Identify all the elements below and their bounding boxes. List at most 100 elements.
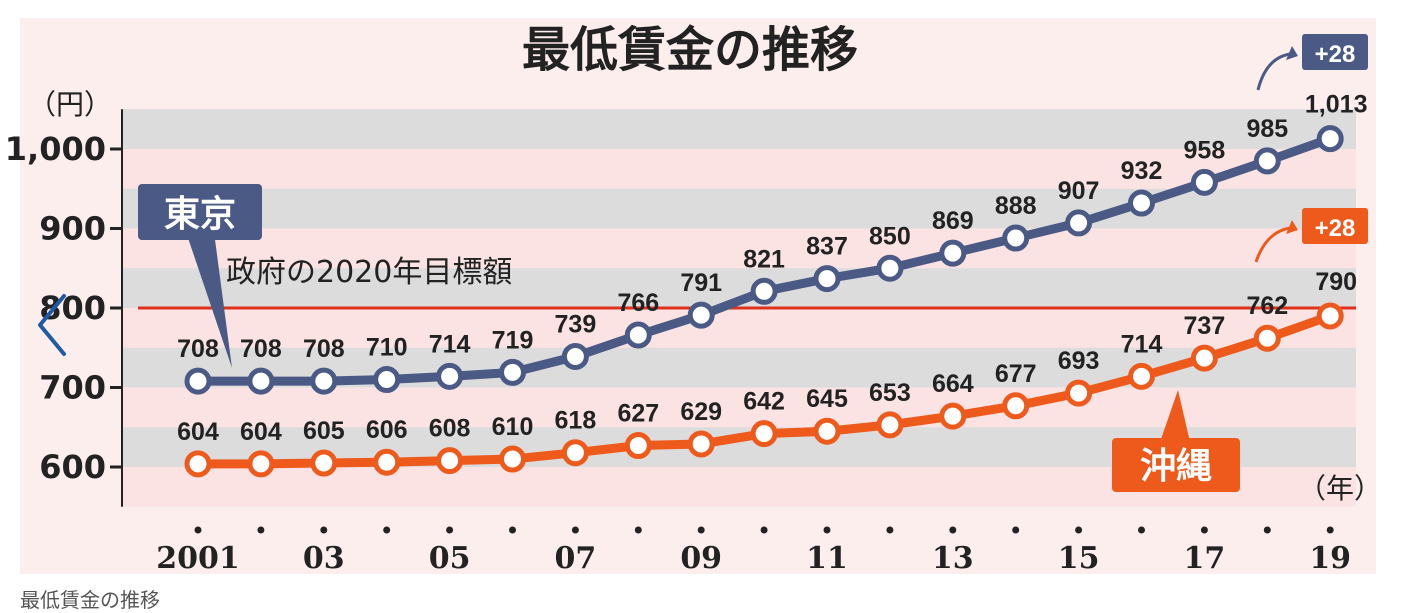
series-point [876,254,904,282]
x-tick-label: 19 [1309,541,1351,576]
data-label: 737 [1184,312,1226,340]
series-point [561,342,589,370]
series-point [184,367,212,395]
data-label: 604 [240,418,282,446]
series-point [1128,362,1155,390]
x-tick-label: 13 [932,541,974,576]
x-tick-dot [1012,526,1020,534]
x-tick-dot [509,526,516,534]
data-label: 604 [177,418,219,446]
data-label: 958 [1184,136,1226,164]
tokyo-series-tag: 東京 [138,184,262,368]
series-point [373,366,401,394]
series-point [247,450,275,478]
data-label: 627 [617,400,659,428]
data-label: 985 [1246,115,1288,143]
data-label: 888 [995,192,1037,220]
series-point [436,362,464,390]
okinawa-increase-label: +28 [1315,215,1356,242]
chart-title: 最低賃金の推移 [522,22,858,78]
data-label: 907 [1058,177,1100,205]
minimum-wage-chart: 708 708 708 710 714 719 739 766 791 821 837 850 869 8… [5,22,1382,576]
y-tick-label: 700 [39,369,106,407]
series-point [499,358,526,386]
series-point [876,411,904,439]
okinawa-series-tag: 沖縄 [1112,390,1240,492]
y-tick-label: 600 [39,448,106,486]
series-point [184,450,212,478]
series-point [310,449,338,477]
chevron-left-icon [38,294,66,356]
series-point [1253,147,1281,175]
y-tick-label: 1,000 [5,130,106,168]
series-point [1190,344,1218,372]
series-point [1002,224,1030,252]
x-tick-dot [634,526,642,534]
data-label: 642 [743,388,785,416]
data-label: 708 [240,335,282,363]
x-tick-dot [446,526,454,534]
data-label: 677 [995,360,1037,388]
tokyo-increase-badge: +28 [1256,34,1368,91]
grid-band [122,109,1356,149]
series-point [624,321,652,349]
x-tick-label: 07 [555,541,597,576]
x-tick-dot [571,526,579,534]
data-label: 869 [932,207,974,235]
data-label: 719 [492,326,534,354]
x-tick-dot [320,526,328,534]
data-label: 629 [680,398,722,426]
x-tick-label: 17 [1184,541,1226,576]
x-tick-dot [257,526,265,534]
series-point [1253,324,1281,352]
series-point [499,445,526,473]
series-point [310,367,338,395]
data-label: 837 [806,233,848,261]
data-label: 739 [555,310,597,338]
previous-image-button[interactable] [30,290,74,360]
data-label: 714 [1121,330,1163,358]
data-label: 606 [366,416,408,444]
data-label: 618 [555,407,597,435]
y-unit-label: （円） [28,88,112,121]
x-unit-label: （年） [1298,472,1382,505]
tokyo-increase-label: +28 [1315,41,1356,68]
series-point [1065,379,1093,407]
data-label: 1,013 [1305,91,1368,119]
data-label: 791 [680,269,722,297]
tokyo-series: 708 708 708 710 714 719 739 766 791 821 837 850 869 8… [177,91,1368,395]
x-tick-dot [760,526,768,534]
x-tick-dot [949,526,957,534]
series-point [436,447,464,475]
reference-line-label: 政府の2020年目標額 [226,255,512,290]
x-tick-dot [823,526,831,534]
x-tick-dot [1138,526,1145,534]
series-point [750,420,778,448]
data-label: 932 [1121,157,1163,185]
y-tick-label: 800 [39,289,106,327]
x-tick-label: 2001 [156,541,240,576]
data-label: 708 [177,335,219,363]
x-tick-dot [1075,526,1083,534]
data-label: 850 [869,222,911,250]
x-tick-label: 05 [429,541,471,576]
y-tick-label: 900 [39,210,106,248]
data-label: 710 [366,334,408,362]
data-label: 693 [1058,347,1100,375]
data-label: 821 [743,245,785,273]
series-point [561,439,589,467]
x-tick-label: 03 [303,541,345,576]
x-tick-label: 09 [680,541,722,576]
x-tick-label: 11 [806,541,848,576]
data-label: 714 [429,330,471,358]
series-point [624,432,652,460]
x-tick-dot [1326,526,1334,534]
series-point [939,402,967,430]
x-tick-label: 15 [1058,541,1100,576]
x-tick-dot [194,526,202,534]
data-label: 762 [1246,292,1288,320]
data-label: 610 [492,413,534,441]
series-point [1316,125,1344,153]
okinawa-series: 604 604 605 606 608 610 618 627 629 642 645 653 664 6… [177,268,1357,478]
series-point [1002,392,1030,420]
